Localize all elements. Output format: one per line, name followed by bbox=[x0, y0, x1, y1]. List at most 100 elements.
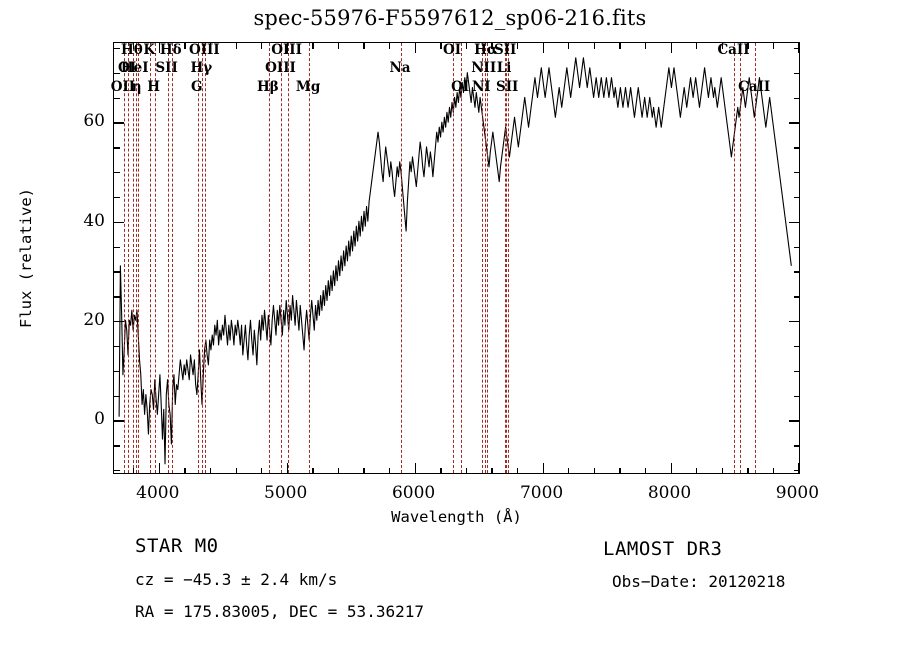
spectral-line-label: NII bbox=[471, 60, 497, 76]
axis-tick bbox=[114, 445, 120, 447]
spectral-line-marker bbox=[287, 43, 289, 473]
axis-tick bbox=[772, 467, 775, 473]
axis-tick bbox=[619, 43, 621, 49]
spectral-line-marker bbox=[508, 43, 510, 473]
axis-tick bbox=[235, 467, 237, 473]
spectral-line-marker bbox=[205, 43, 207, 473]
x-tick-label: 9000 bbox=[775, 483, 820, 503]
axis-tick bbox=[793, 172, 799, 174]
spectral-line-label: Na bbox=[389, 60, 411, 76]
axis-tick bbox=[789, 221, 799, 224]
spectral-line-marker bbox=[461, 43, 463, 473]
axis-tick bbox=[542, 463, 544, 473]
x-axis-title: Wavelength (Å) bbox=[391, 508, 522, 526]
axis-tick bbox=[568, 43, 570, 49]
axis-tick bbox=[114, 296, 120, 298]
y-tick-label: 40 bbox=[83, 210, 105, 231]
spectral-line-label: η bbox=[131, 79, 142, 95]
axis-tick bbox=[789, 420, 799, 422]
axis-tick bbox=[389, 467, 391, 473]
spectral-line-marker bbox=[482, 43, 484, 473]
spectrum-trace bbox=[118, 57, 792, 465]
spectral-line-label: Hβ bbox=[257, 79, 279, 95]
axis-tick bbox=[114, 47, 120, 50]
spectral-line-marker bbox=[506, 43, 508, 473]
page-title: spec-55976-F5597612_sp06-216.fits bbox=[253, 6, 647, 30]
axis-tick bbox=[114, 221, 124, 224]
spectral-line-marker bbox=[734, 43, 736, 473]
axis-tick bbox=[286, 463, 288, 473]
x-tick-label: 6000 bbox=[391, 483, 436, 503]
axis-tick bbox=[209, 467, 212, 473]
axis-tick bbox=[793, 147, 799, 149]
spectral-line-marker bbox=[197, 43, 199, 473]
axis-tick bbox=[793, 370, 799, 373]
y-axis-title: Flux (relative) bbox=[17, 188, 35, 328]
axis-tick bbox=[644, 467, 647, 473]
axis-tick bbox=[286, 43, 288, 53]
spectral-line-marker bbox=[150, 43, 152, 473]
axis-tick bbox=[133, 467, 135, 473]
spectral-line-label: OIII bbox=[271, 42, 302, 58]
axis-tick bbox=[114, 122, 124, 124]
axis-tick bbox=[793, 395, 799, 397]
axis-tick bbox=[414, 463, 416, 473]
spectral-line-marker bbox=[154, 43, 156, 473]
axis-tick bbox=[793, 345, 799, 348]
spectral-line-marker bbox=[123, 43, 125, 473]
object-class-label: STAR M0 bbox=[135, 535, 219, 557]
axis-tick bbox=[789, 122, 799, 124]
axis-tick bbox=[696, 467, 698, 473]
axis-tick bbox=[114, 321, 124, 323]
axis-tick bbox=[793, 470, 799, 472]
redshift-velocity-label: cz = −45.3 ± 2.4 km/s bbox=[135, 570, 338, 589]
axis-tick bbox=[465, 467, 468, 473]
spectral-line-label: SII bbox=[495, 79, 519, 95]
axis-tick bbox=[363, 43, 365, 49]
plot-frame bbox=[113, 42, 800, 474]
spectral-line-label: CaII bbox=[738, 79, 771, 95]
x-tick-label: 7000 bbox=[519, 483, 564, 503]
spectral-line-label: K bbox=[143, 42, 156, 58]
spectral-line-marker bbox=[137, 43, 139, 473]
spectral-line-marker bbox=[281, 43, 283, 473]
spectral-line-marker bbox=[171, 43, 173, 473]
axis-tick bbox=[114, 395, 120, 397]
spectral-line-label: CaII bbox=[717, 42, 750, 58]
spectral-line-label: Hα bbox=[474, 42, 498, 58]
axis-tick bbox=[798, 463, 799, 473]
spectral-line-label: OII bbox=[110, 79, 136, 95]
x-tick-label: 4000 bbox=[136, 483, 180, 503]
x-tick-label: 8000 bbox=[647, 483, 692, 503]
spectral-line-label: OI bbox=[118, 60, 137, 76]
spectral-line-label: HeI bbox=[120, 60, 149, 76]
y-tick-label: 60 bbox=[83, 111, 105, 132]
axis-tick bbox=[235, 43, 237, 49]
spectral-line-label: Hγ bbox=[190, 60, 213, 76]
axis-tick bbox=[114, 147, 120, 149]
axis-tick bbox=[793, 47, 799, 50]
axis-tick bbox=[793, 97, 799, 99]
axis-tick bbox=[261, 43, 263, 49]
axis-tick bbox=[363, 467, 365, 473]
axis-tick bbox=[114, 271, 120, 273]
spectral-line-marker bbox=[309, 43, 311, 473]
axis-tick bbox=[114, 196, 120, 199]
axis-tick bbox=[184, 467, 186, 473]
axis-tick bbox=[158, 463, 161, 473]
axis-tick bbox=[793, 246, 799, 248]
spectral-line-label: G bbox=[191, 79, 203, 95]
axis-tick bbox=[721, 43, 723, 49]
coordinates-label: RA = 175.83005, DEC = 53.36217 bbox=[135, 602, 424, 621]
axis-tick bbox=[114, 420, 124, 422]
axis-tick bbox=[747, 467, 749, 473]
spectral-line-label: NI bbox=[471, 79, 491, 95]
axis-tick bbox=[789, 321, 799, 323]
axis-tick bbox=[747, 43, 749, 49]
axis-tick bbox=[114, 72, 120, 75]
axis-tick bbox=[337, 43, 340, 49]
obs-date-label: Obs−Date: 20120218 bbox=[612, 572, 786, 591]
axis-tick bbox=[491, 43, 493, 49]
axis-tick bbox=[793, 196, 799, 199]
